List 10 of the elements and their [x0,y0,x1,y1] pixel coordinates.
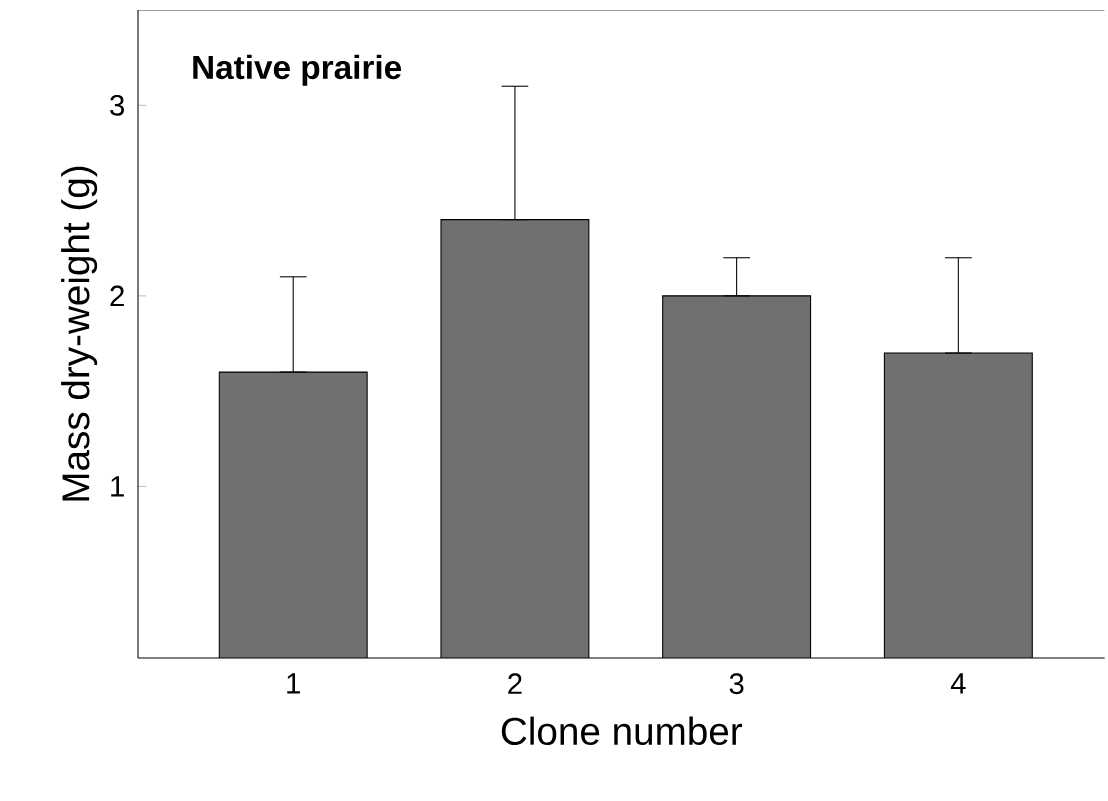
x-tick-label: 1 [287,673,300,694]
x-tick-label: 4 [950,673,966,694]
y-tick-label: 1 [111,476,124,497]
x-tick-label: 2 [508,673,522,694]
x-axis-title: Clone number [501,716,743,745]
text: Native prairie [193,54,402,86]
y-tick-label: 3 [110,94,125,116]
y-axis-title: Mass dry-weight (g) [61,166,98,501]
y-tick-label: 2 [110,285,124,306]
x-tick-label: 3 [729,673,744,694]
